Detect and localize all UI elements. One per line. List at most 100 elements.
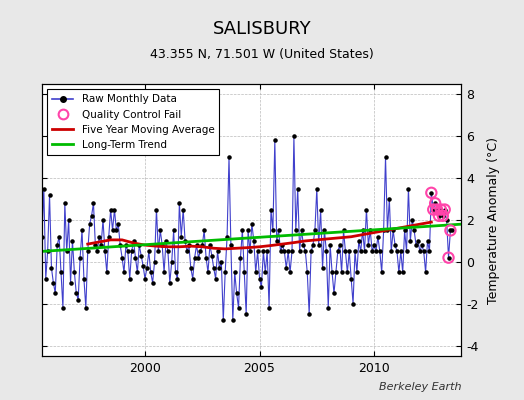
Point xyxy=(425,248,434,254)
Point xyxy=(293,186,302,192)
Point xyxy=(95,234,103,240)
Point xyxy=(196,248,204,254)
Text: SALISBURY: SALISBURY xyxy=(213,20,311,38)
Text: Berkeley Earth: Berkeley Earth xyxy=(379,382,461,392)
Point xyxy=(427,190,435,196)
Point xyxy=(225,154,233,160)
Point xyxy=(414,238,422,244)
Point xyxy=(133,269,141,276)
Point xyxy=(152,206,161,213)
Point xyxy=(160,269,168,276)
Point xyxy=(320,227,329,234)
Point xyxy=(322,248,331,254)
Point xyxy=(314,242,323,248)
Point xyxy=(324,305,332,311)
Point xyxy=(64,217,73,223)
Point xyxy=(59,305,67,311)
Point xyxy=(355,238,363,244)
Point xyxy=(221,269,230,276)
Point xyxy=(436,206,445,213)
Point xyxy=(353,269,361,276)
Point xyxy=(51,290,59,296)
Point xyxy=(122,242,130,248)
Point xyxy=(70,269,79,276)
Point xyxy=(412,242,420,248)
Point xyxy=(356,248,365,254)
Point xyxy=(402,248,411,254)
Text: 43.355 N, 71.501 W (United States): 43.355 N, 71.501 W (United States) xyxy=(150,48,374,61)
Point xyxy=(85,221,94,227)
Point xyxy=(311,227,319,234)
Point xyxy=(103,269,111,276)
Point xyxy=(441,206,449,213)
Point xyxy=(280,248,289,254)
Point xyxy=(192,242,201,248)
Point xyxy=(139,263,147,269)
Point xyxy=(442,217,451,223)
Point xyxy=(337,269,346,276)
Point xyxy=(200,227,209,234)
Point xyxy=(389,227,397,234)
Point xyxy=(377,269,386,276)
Point xyxy=(43,248,52,254)
Point xyxy=(431,200,439,206)
Point xyxy=(446,227,455,234)
Point xyxy=(436,206,445,213)
Point xyxy=(404,186,412,192)
Point xyxy=(105,234,113,240)
Point xyxy=(118,254,126,261)
Point xyxy=(309,242,317,248)
Point xyxy=(112,227,121,234)
Point xyxy=(185,242,193,248)
Point xyxy=(275,227,283,234)
Point xyxy=(68,238,77,244)
Point xyxy=(254,248,262,254)
Point xyxy=(316,206,325,213)
Point xyxy=(423,238,432,244)
Point xyxy=(91,242,100,248)
Point xyxy=(49,280,58,286)
Point xyxy=(99,217,107,223)
Point xyxy=(173,275,182,282)
Point xyxy=(326,242,334,248)
Point xyxy=(88,213,96,219)
Point xyxy=(416,248,424,254)
Point xyxy=(361,248,369,254)
Point xyxy=(168,259,176,265)
Point xyxy=(429,206,438,213)
Point xyxy=(215,265,224,271)
Point xyxy=(72,290,81,296)
Point xyxy=(38,234,46,240)
Point xyxy=(240,269,248,276)
Point xyxy=(147,269,155,276)
Point xyxy=(208,252,216,259)
Point xyxy=(242,311,250,317)
Point xyxy=(296,248,304,254)
Point xyxy=(347,275,355,282)
Point xyxy=(358,227,367,234)
Point xyxy=(135,242,144,248)
Point xyxy=(97,242,105,248)
Point xyxy=(263,248,271,254)
Point xyxy=(249,238,258,244)
Point xyxy=(370,242,378,248)
Point xyxy=(114,221,123,227)
Point xyxy=(429,206,438,213)
Point xyxy=(427,190,435,196)
Y-axis label: Temperature Anomaly (°C): Temperature Anomaly (°C) xyxy=(487,136,500,304)
Point xyxy=(248,221,256,227)
Point xyxy=(269,227,277,234)
Point xyxy=(439,213,447,219)
Point xyxy=(156,227,165,234)
Point xyxy=(420,248,428,254)
Point xyxy=(131,254,139,261)
Point xyxy=(259,248,268,254)
Point xyxy=(383,227,391,234)
Point xyxy=(362,206,370,213)
Point xyxy=(349,300,357,307)
Point xyxy=(433,206,441,213)
Point xyxy=(231,269,239,276)
Point xyxy=(233,290,241,296)
Point xyxy=(53,242,61,248)
Point xyxy=(435,213,443,219)
